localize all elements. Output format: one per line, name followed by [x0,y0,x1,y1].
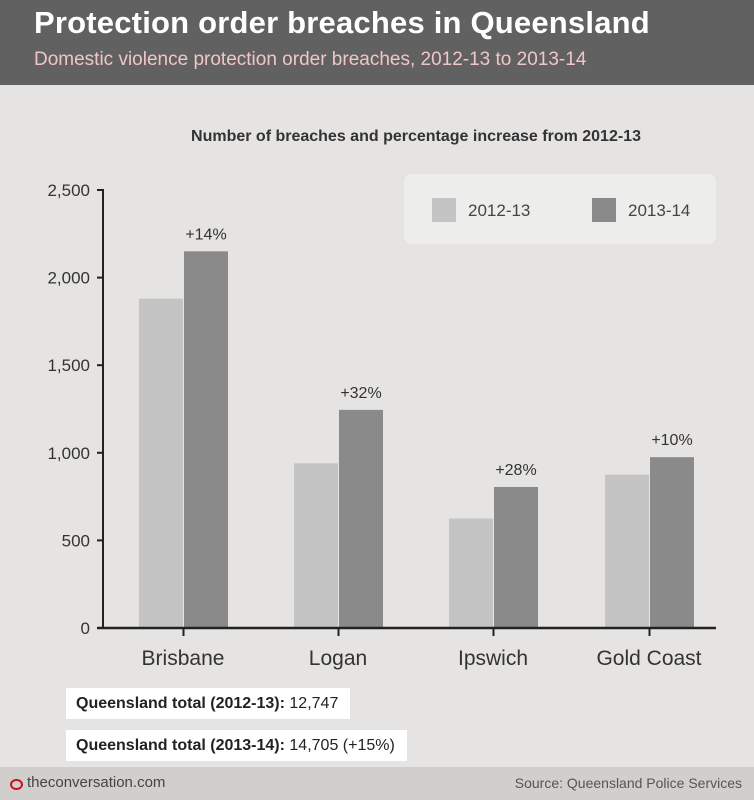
bar-2012-13-Logan [294,463,338,628]
total-2013-14-box: Queensland total (2013-14): 14,705 (+15%… [66,730,407,761]
increase-label: +10% [651,432,692,449]
legend-swatch-2013-14 [592,198,616,222]
x-tick-label: Ipswich [458,647,528,670]
total-label: Queensland total (2012-13): [76,695,285,712]
y-tick-label: 500 [62,531,90,550]
brand[interactable]: theconversation.com [10,774,165,791]
page-subtitle: Domestic violence protection order breac… [34,49,587,70]
total-value: 12,747 [289,695,339,712]
y-tick-label: 2,000 [47,269,90,288]
bar-2013-14-Ipswich [494,486,538,628]
bar-2013-14-Logan [339,409,383,628]
legend-label: 2013-14 [628,201,690,220]
legend-label: 2012-13 [468,201,530,220]
bar-2013-14-Brisbane [184,251,228,628]
y-tick-label: 1,000 [47,444,90,463]
bar-2012-13-Ipswich [449,518,493,628]
conversation-logo-icon [10,779,23,790]
x-tick-label: Gold Coast [596,647,701,670]
bar-2012-13-Brisbane [139,298,183,628]
increase-label: +28% [495,462,536,479]
bar-2013-14-Gold Coast [650,457,694,628]
total-value: 14,705 (+15%) [289,737,395,754]
increase-label: +32% [340,385,381,402]
brand-label: theconversation.com [27,774,166,791]
y-tick-label: 1,500 [47,356,90,375]
total-label: Queensland total (2013-14): [76,737,285,754]
bar-2012-13-Gold Coast [605,474,649,628]
total-2012-13-box: Queensland total (2012-13): 12,747 [66,688,351,719]
source-note: Source: Queensland Police Services [514,775,742,791]
page-title: Protection order breaches in Queensland [34,5,650,40]
x-tick-label: Logan [309,647,367,670]
chart-title: Number of breaches and percentage increa… [191,128,641,145]
increase-label: +14% [185,226,226,243]
y-tick-label: 2,500 [47,181,90,200]
legend-box [404,174,716,244]
x-tick-label: Brisbane [142,647,225,670]
legend-swatch-2012-13 [432,198,456,222]
header-bar: Protection order breaches in Queensland … [0,0,754,85]
footer-bar: theconversation.com Source: Queensland P… [0,767,754,800]
y-tick-label: 0 [81,619,90,638]
bar-chart: Number of breaches and percentage increa… [47,128,716,670]
